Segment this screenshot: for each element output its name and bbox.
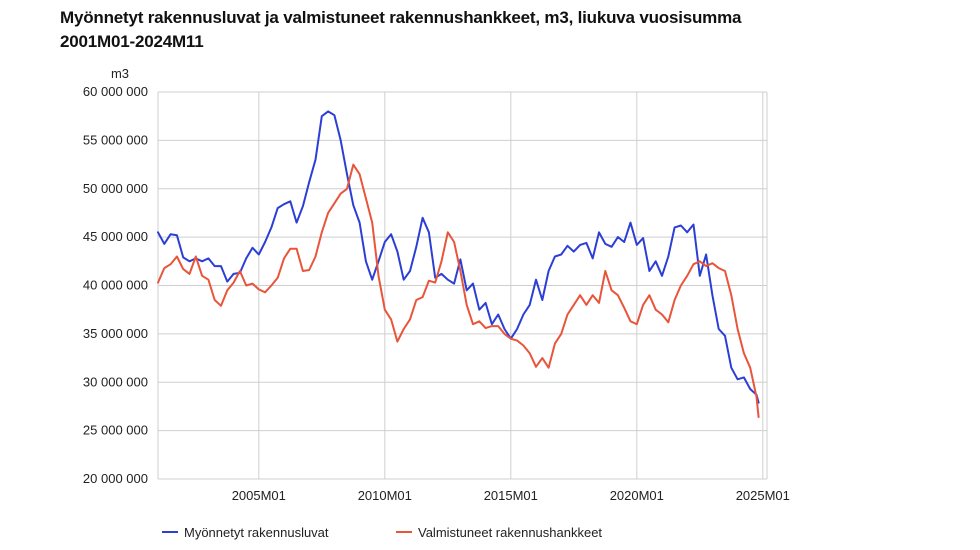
chart-subtitle-line: 2001M01-2024M11 — [60, 32, 204, 51]
y-tick-label: 60 000 000 — [83, 84, 148, 99]
y-tick-label: 50 000 000 — [83, 181, 148, 196]
x-axis: 2005M01 2010M01 2015M01 2020M01 2025M01 — [232, 488, 790, 503]
x-tick-label: 2025M01 — [736, 488, 790, 503]
x-tick-label: 2005M01 — [232, 488, 286, 503]
series-line-2 — [157, 163, 760, 419]
y-axis: 20 000 000 25 000 000 30 000 000 35 000 000… — [83, 84, 148, 486]
legend-label-2: Valmistuneet rakennushankkeet — [418, 525, 602, 540]
y-tick-label: 30 000 000 — [83, 374, 148, 389]
legend: Myönnetyt rakennusluvat Valmistuneet rake… — [162, 525, 602, 540]
x-tick-label: 2010M01 — [358, 488, 412, 503]
chart-title: Myönnetyt rakennusluvat ja valmistuneet … — [60, 6, 940, 54]
series-line-1 — [157, 110, 760, 404]
y-tick-label: 25 000 000 — [83, 423, 148, 438]
grid-lines — [157, 91, 768, 480]
y-tick-label: 35 000 000 — [83, 326, 148, 341]
y-tick-label: 55 000 000 — [83, 132, 148, 147]
chart-title-line: Myönnetyt rakennusluvat ja valmistuneet … — [60, 8, 742, 27]
y-tick-label: 45 000 000 — [83, 229, 148, 244]
x-tick-label: 2020M01 — [610, 488, 664, 503]
y-tick-label: 40 000 000 — [83, 278, 148, 293]
series-lines — [157, 110, 760, 419]
y-axis-unit-label: m3 — [111, 66, 129, 81]
x-tick-label: 2015M01 — [484, 488, 538, 503]
y-tick-label: 20 000 000 — [83, 471, 148, 486]
legend-label-1: Myönnetyt rakennusluvat — [184, 525, 329, 540]
